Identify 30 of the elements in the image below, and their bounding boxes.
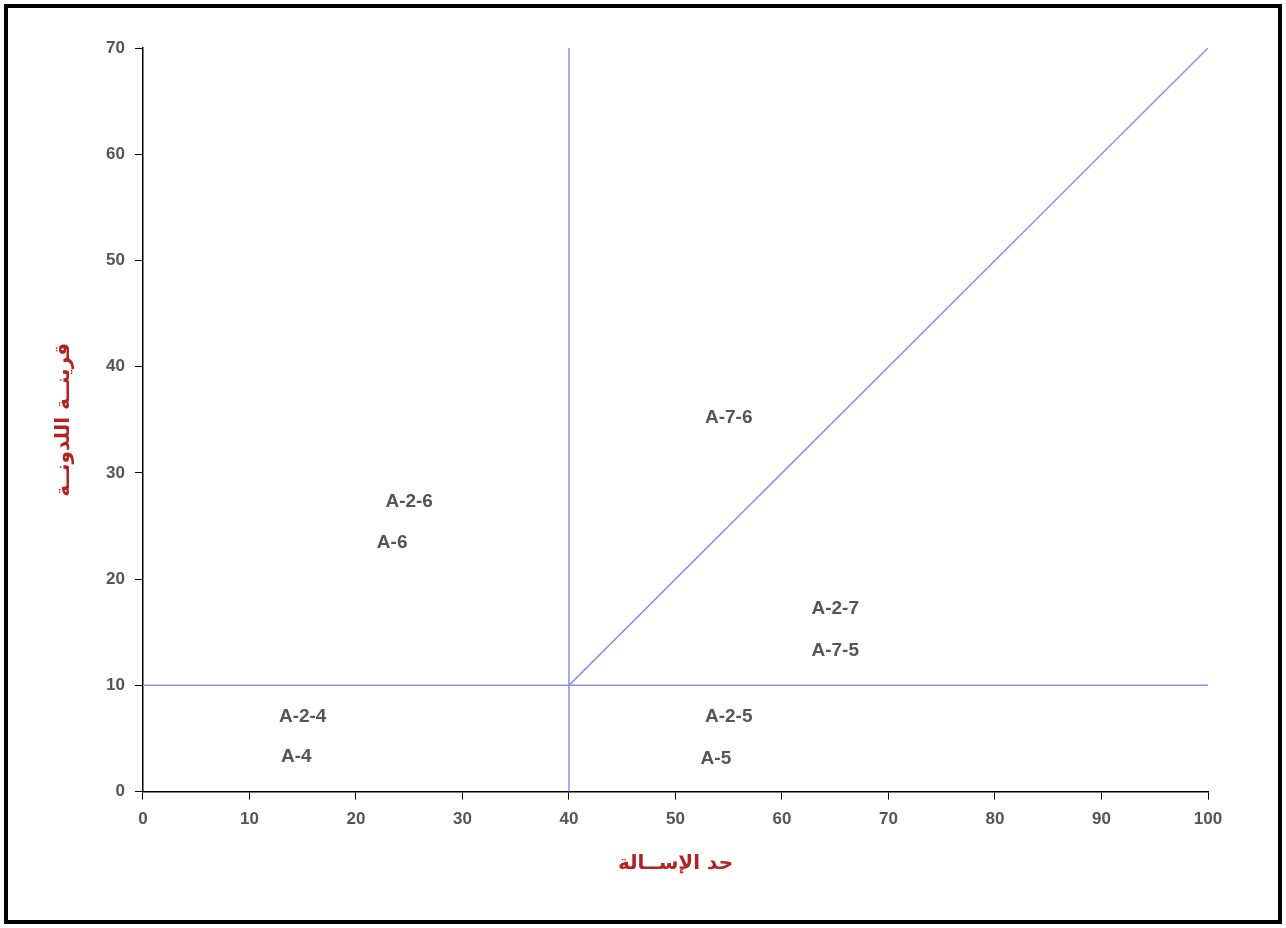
x-tick-label: 0 [138, 809, 148, 829]
x-tick-label: 60 [772, 809, 792, 829]
y-axis-title: قرينــة اللدونــة [50, 342, 75, 497]
x-tick-label: 20 [346, 809, 366, 829]
y-tick-label: 40 [105, 356, 125, 376]
annotation: A-2-7 [811, 596, 859, 618]
annotation: A-7-6 [704, 405, 753, 427]
y-tick-label: 10 [105, 675, 125, 695]
annotation: A-2-4 [278, 705, 327, 727]
annotation: A-2-6 [385, 489, 433, 511]
annotation: A-7-5 [811, 639, 860, 661]
y-tick-label: 0 [115, 781, 125, 801]
annotation: A-6 [376, 531, 408, 553]
annotation: A-4 [280, 744, 313, 766]
x-axis-title: حد الإســالة [617, 850, 734, 875]
x-tick-label: 40 [559, 809, 579, 829]
x-tick-label: 10 [239, 809, 259, 829]
y-tick-label: 20 [105, 568, 125, 588]
y-tick-label: 30 [105, 462, 125, 482]
annotation: A-2-5 [704, 705, 753, 727]
y-tick-label: 60 [105, 143, 125, 163]
x-tick-label: 90 [1092, 809, 1111, 829]
x-tick-label: 50 [665, 809, 685, 829]
x-tick-label: 70 [879, 809, 898, 829]
annotation: A-5 [700, 747, 732, 769]
y-tick-label: 50 [105, 250, 125, 270]
x-tick-label: 80 [985, 809, 1005, 829]
x-tick-label: 100 [1193, 809, 1223, 829]
y-tick-label: 70 [105, 37, 125, 57]
x-tick-label: 30 [452, 809, 472, 829]
